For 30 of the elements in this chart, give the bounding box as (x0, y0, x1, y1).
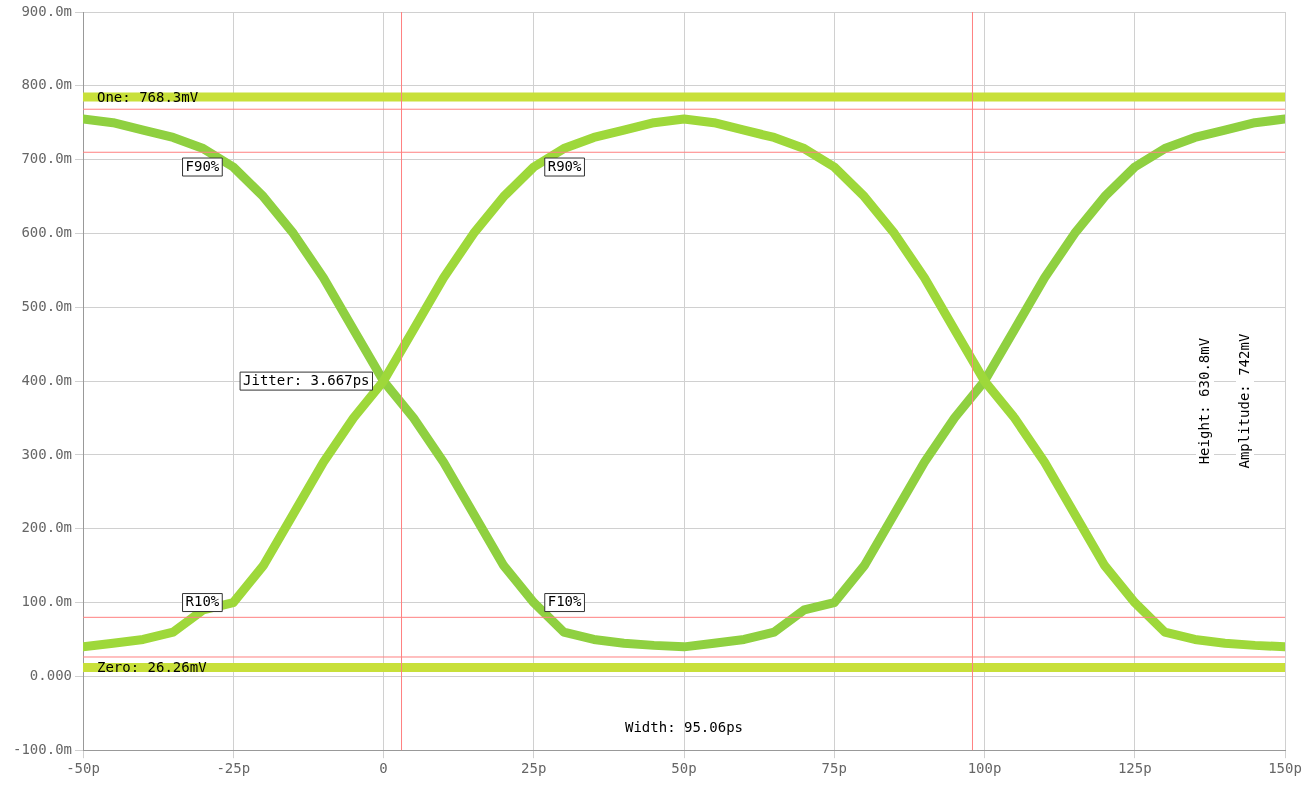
x-tick-label: 0 (379, 760, 388, 777)
annotation: Height: 630.8mV (1195, 337, 1212, 465)
annotation: Jitter: 3.667ps (243, 371, 370, 388)
annotation: F90% (185, 157, 220, 174)
y-tick-label: 600.0m (21, 224, 72, 241)
annotation: F10% (547, 593, 583, 610)
x-tick-label: -25p (216, 760, 251, 777)
annotation: Amplitude: 742mV (1235, 333, 1252, 469)
y-tick-label: 400.0m (21, 371, 72, 388)
y-tick-label: 900.0m (21, 2, 72, 19)
ref-line-label: Zero: 26.26mV (97, 658, 208, 675)
y-tick-label: 500.0m (21, 297, 72, 314)
x-tick-label: 125p (1117, 760, 1152, 777)
y-tick-label: -100.0m (12, 740, 72, 757)
y-tick-label: 0.000 (29, 667, 72, 684)
y-tick-label: 800.0m (21, 76, 72, 93)
x-tick-label: -50p (66, 760, 100, 777)
x-tick-label: 100p (967, 760, 1002, 777)
annotation: Width: 95.06ps (624, 718, 744, 735)
x-tick-label: 75p (821, 760, 847, 777)
annotation: R90% (547, 157, 583, 174)
x-tick-label: 50p (671, 760, 697, 777)
y-tick-label: 700.0m (21, 150, 72, 167)
y-tick-label: 200.0m (21, 519, 72, 536)
x-tick-label: 25p (521, 760, 547, 777)
y-tick-label: 100.0m (21, 593, 72, 610)
annotation: R10% (185, 593, 220, 610)
y-tick-label: 300.0m (21, 445, 72, 462)
ref-line-label: One: 768.3mV (97, 88, 199, 105)
x-tick-label: 150p (1268, 760, 1302, 777)
